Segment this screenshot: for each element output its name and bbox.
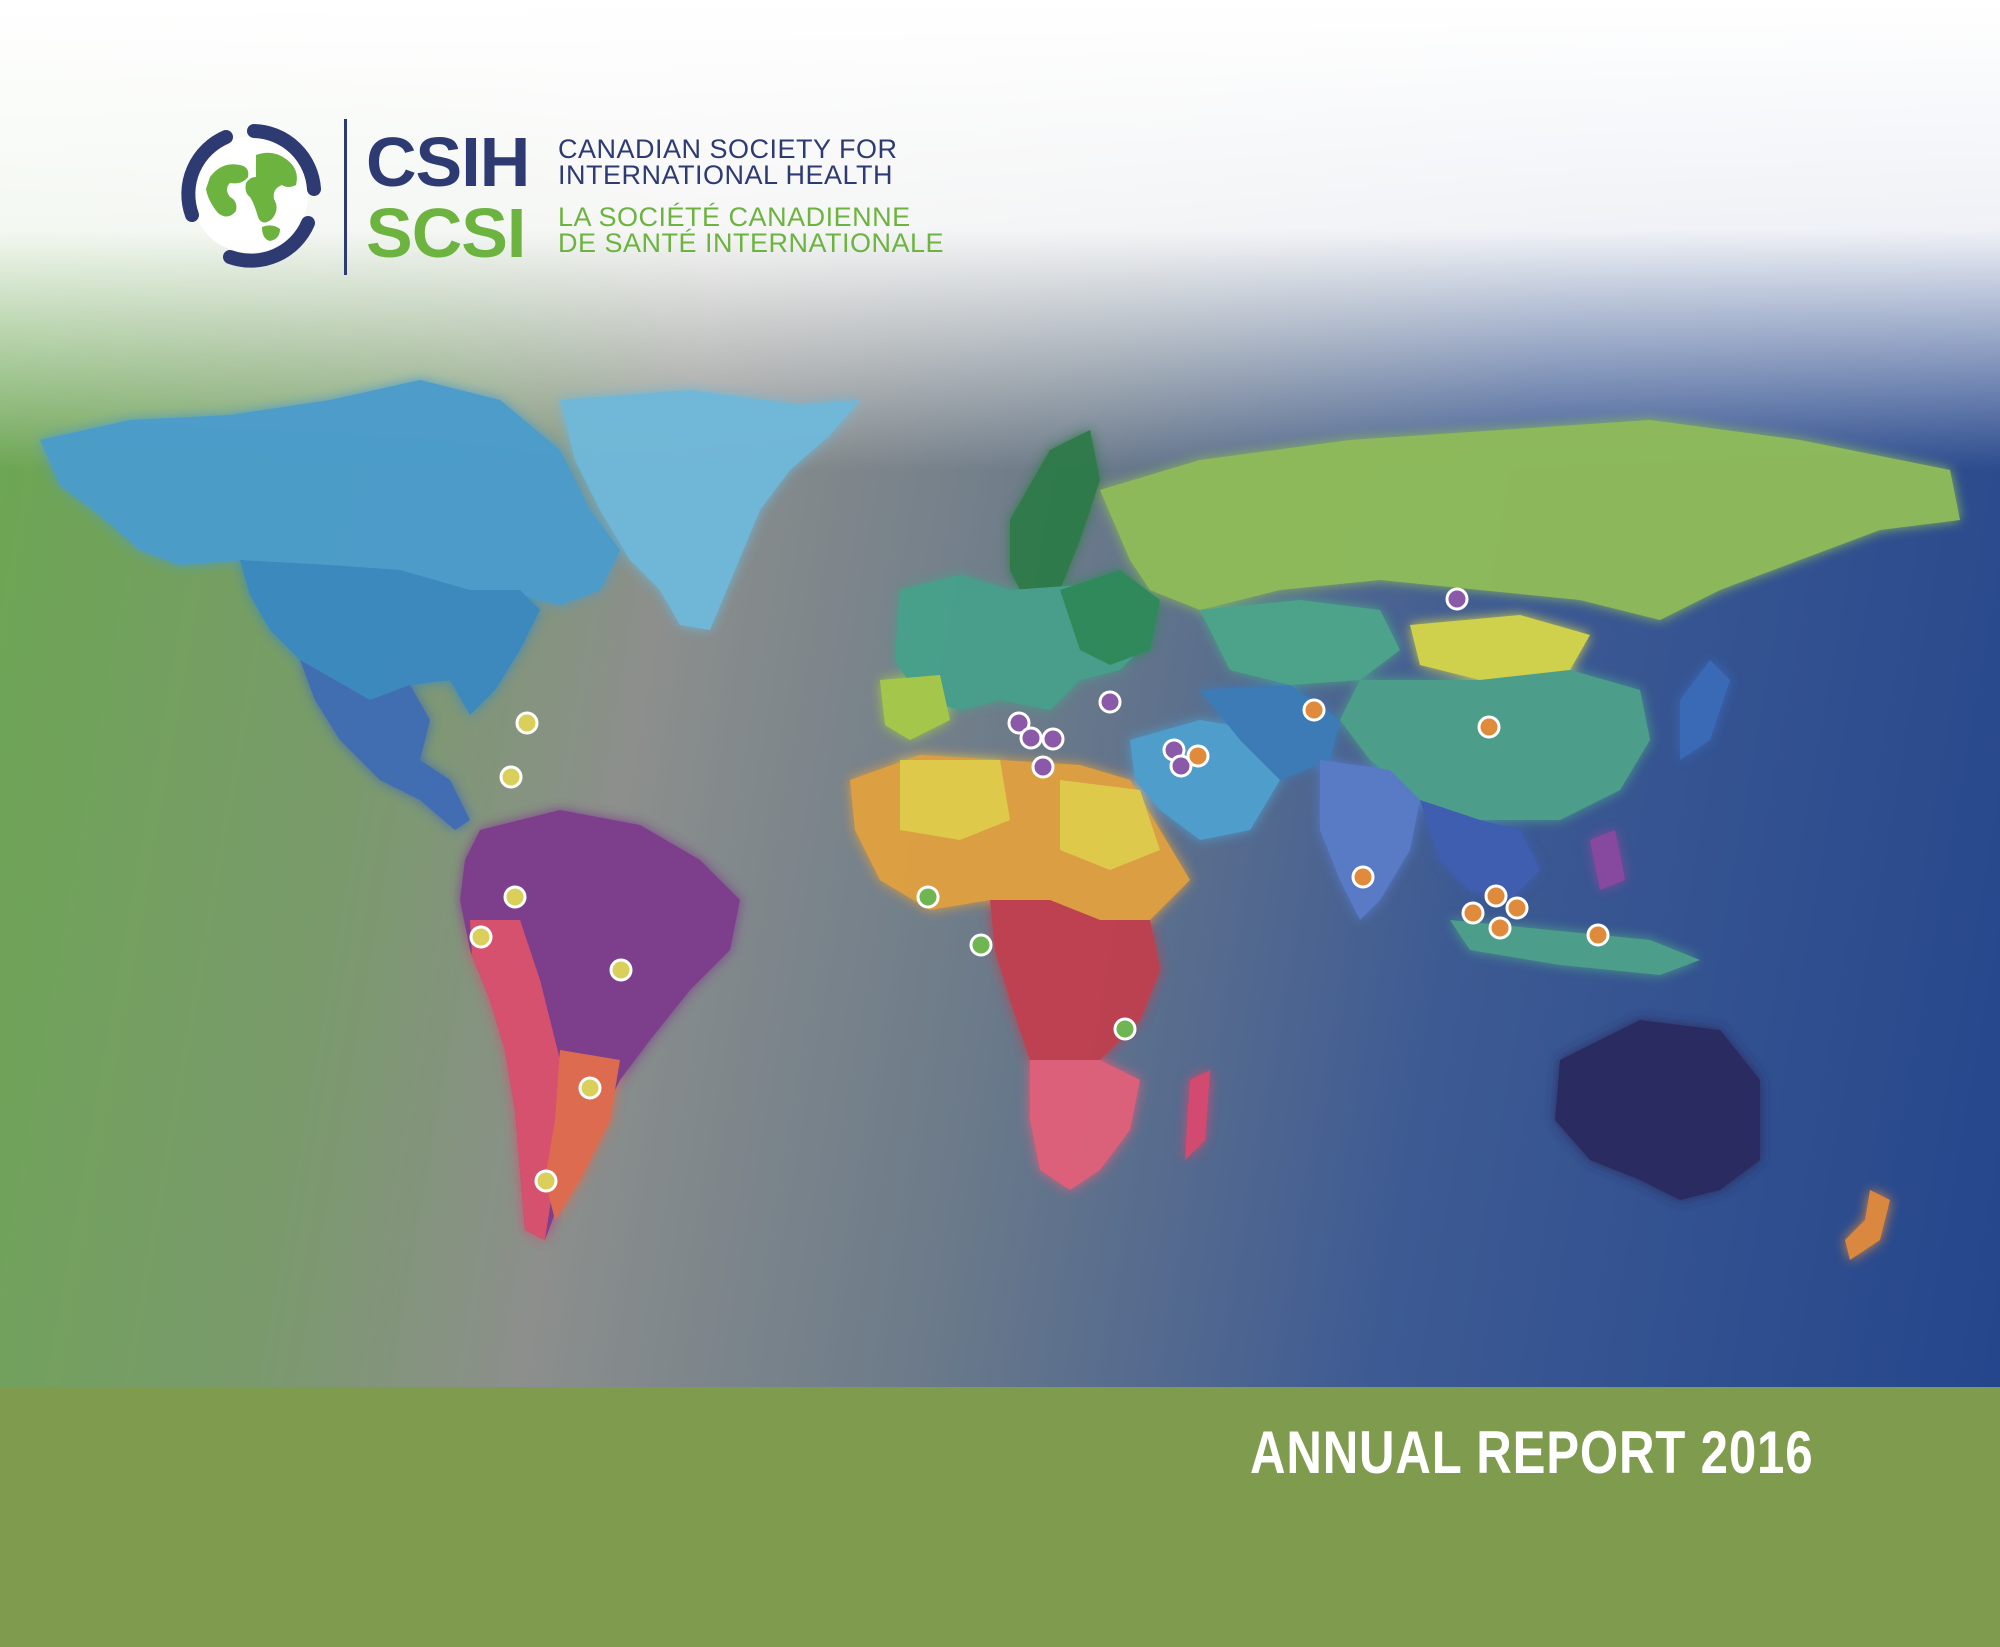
logo-divider [344, 119, 347, 275]
marker-sea-4 [1488, 916, 1512, 940]
usa-shape [240, 560, 540, 715]
marker-balkans-2 [1169, 754, 1193, 778]
marker-russia [1445, 587, 1469, 611]
iberia-shape [880, 675, 950, 740]
marker-guyana [609, 958, 633, 982]
marker-europe-4 [1031, 755, 1055, 779]
marker-east-africa [1113, 1017, 1137, 1041]
indonesia-shape [1450, 920, 1700, 975]
logo-name-fr-line1: LA SOCIÉTÉ CANADIENNE [558, 202, 911, 232]
logo-name-fr-line2: DE SANTÉ INTERNATIONALE [558, 228, 945, 258]
marker-usa-east [499, 765, 523, 789]
greenland-shape [560, 390, 860, 630]
argentina-shape [545, 1050, 620, 1220]
mongolia-shape [1410, 615, 1590, 680]
marker-sea-2 [1484, 884, 1508, 908]
marker-sea-3 [1505, 896, 1529, 920]
mexico-shape [300, 660, 470, 830]
project-markers [469, 587, 1610, 1193]
marker-ukraine [1098, 690, 1122, 714]
korea-japan-shape [1680, 660, 1730, 760]
world-map-illustration [40, 380, 1960, 1260]
marker-bolivia [578, 1076, 602, 1100]
logo-acronym-fr: SCSI [366, 194, 526, 272]
china-shape [1340, 670, 1650, 820]
southern-africa-shape [1030, 1060, 1140, 1190]
india-shape [1320, 760, 1420, 920]
marker-mongolia [1477, 715, 1501, 739]
sahel-shape [900, 760, 1010, 840]
marker-india [1351, 865, 1375, 889]
marker-nigeria [969, 933, 993, 957]
report-title: ANNUAL REPORT 2016 [1250, 1419, 1814, 1486]
russia-shape [1100, 420, 1960, 620]
marker-turkey [1186, 744, 1210, 768]
kazakhstan-shape [1200, 600, 1400, 685]
marker-kazakhstan [1302, 698, 1326, 722]
marker-central-america [469, 925, 493, 949]
marker-canada-east [515, 711, 539, 735]
marker-europe-3 [1041, 727, 1065, 751]
central-africa-shape [990, 900, 1160, 1080]
logo-name-en-line1: CANADIAN SOCIETY FOR [558, 134, 898, 164]
marker-europe-1 [1007, 711, 1031, 735]
marker-west-africa [916, 885, 940, 909]
globe-logo-icon [181, 124, 321, 268]
eastern-europe-shape [1060, 570, 1160, 665]
scandinavia-shape [1010, 430, 1100, 610]
new-zealand-shape [1845, 1190, 1890, 1260]
title-band [0, 1387, 2000, 1647]
sudan-shape [1060, 780, 1160, 870]
marker-chile [534, 1169, 558, 1193]
southeast-asia-shape [1420, 800, 1540, 900]
marker-sea-1 [1461, 901, 1485, 925]
marker-philippines [1586, 923, 1610, 947]
australia-shape [1555, 1020, 1760, 1200]
marker-europe-2 [1019, 726, 1043, 750]
csih-logo: CSIH SCSI CANADIAN SOCIETY FOR INTERNATI… [170, 115, 950, 285]
andes-shape [470, 920, 560, 1240]
madagascar-shape [1185, 1070, 1210, 1160]
logo-name-en-line2: INTERNATIONAL HEALTH [558, 160, 894, 190]
marker-caribbean [503, 885, 527, 909]
logo-acronym-en: CSIH [366, 123, 530, 201]
north-america-north-shape [40, 380, 620, 620]
philippines-shape [1590, 830, 1625, 890]
